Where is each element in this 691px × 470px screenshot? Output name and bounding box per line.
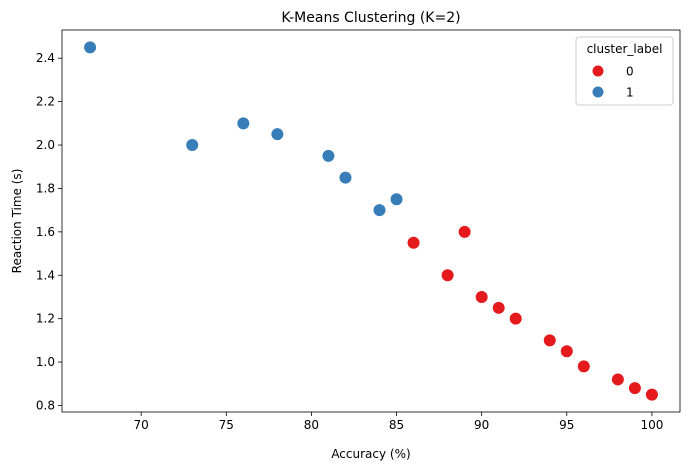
data-points: [83, 40, 659, 402]
x-tick-label: 90: [474, 418, 489, 432]
y-tick-label: 2.2: [36, 95, 55, 109]
data-point-cluster-0: [559, 344, 574, 359]
chart-title: K-Means Clustering (K=2): [281, 10, 460, 26]
y-tick-label: 0.8: [36, 398, 55, 412]
data-point-cluster-1: [236, 116, 251, 131]
data-point-cluster-1: [185, 138, 200, 153]
y-tick-label: 2.4: [36, 51, 55, 65]
data-point-cluster-1: [338, 170, 353, 185]
data-point-cluster-0: [542, 333, 557, 348]
x-tick-label: 80: [304, 418, 319, 432]
legend: cluster_label 0 1: [575, 36, 674, 106]
data-point-cluster-0: [491, 300, 506, 315]
data-point-cluster-0: [508, 311, 523, 326]
legend-marker-0: [591, 64, 605, 78]
data-point-cluster-1: [321, 148, 336, 163]
x-tick-label: 100: [640, 418, 663, 432]
data-point-cluster-0: [457, 224, 472, 239]
data-point-cluster-0: [576, 359, 591, 374]
x-tick-label: 70: [134, 418, 149, 432]
data-point-cluster-1: [83, 40, 98, 55]
data-point-cluster-0: [627, 381, 642, 396]
x-axis-label: Accuracy (%): [331, 447, 410, 461]
y-tick-label: 1.8: [36, 181, 55, 195]
x-tick-label: 95: [559, 418, 574, 432]
data-point-cluster-1: [389, 192, 404, 207]
data-point-cluster-1: [270, 127, 285, 142]
legend-label-0: 0: [626, 65, 634, 79]
y-axis-label: Reaction Time (s): [10, 169, 24, 274]
x-tick-label: 85: [389, 418, 404, 432]
y-axis: 0.8 1.0 1.2 1.4 1.6 1.8 2.0 2.2 2.4: [36, 51, 62, 412]
data-point-cluster-1: [372, 203, 387, 218]
y-tick-label: 1.6: [36, 225, 55, 239]
y-tick-label: 2.0: [36, 138, 55, 152]
data-point-cluster-0: [440, 268, 455, 283]
y-tick-label: 1.2: [36, 312, 55, 326]
legend-title: cluster_label: [587, 42, 663, 56]
data-point-cluster-0: [406, 235, 421, 250]
y-tick-label: 1.0: [36, 355, 55, 369]
legend-label-1: 1: [626, 86, 634, 100]
data-point-cluster-0: [610, 372, 625, 387]
data-point-cluster-0: [474, 289, 489, 304]
x-tick-label: 75: [219, 418, 234, 432]
y-tick-label: 1.4: [36, 268, 55, 282]
data-point-cluster-0: [644, 387, 659, 402]
legend-marker-1: [591, 85, 605, 99]
x-axis: 70 75 80 85 90 95 100: [134, 412, 663, 432]
